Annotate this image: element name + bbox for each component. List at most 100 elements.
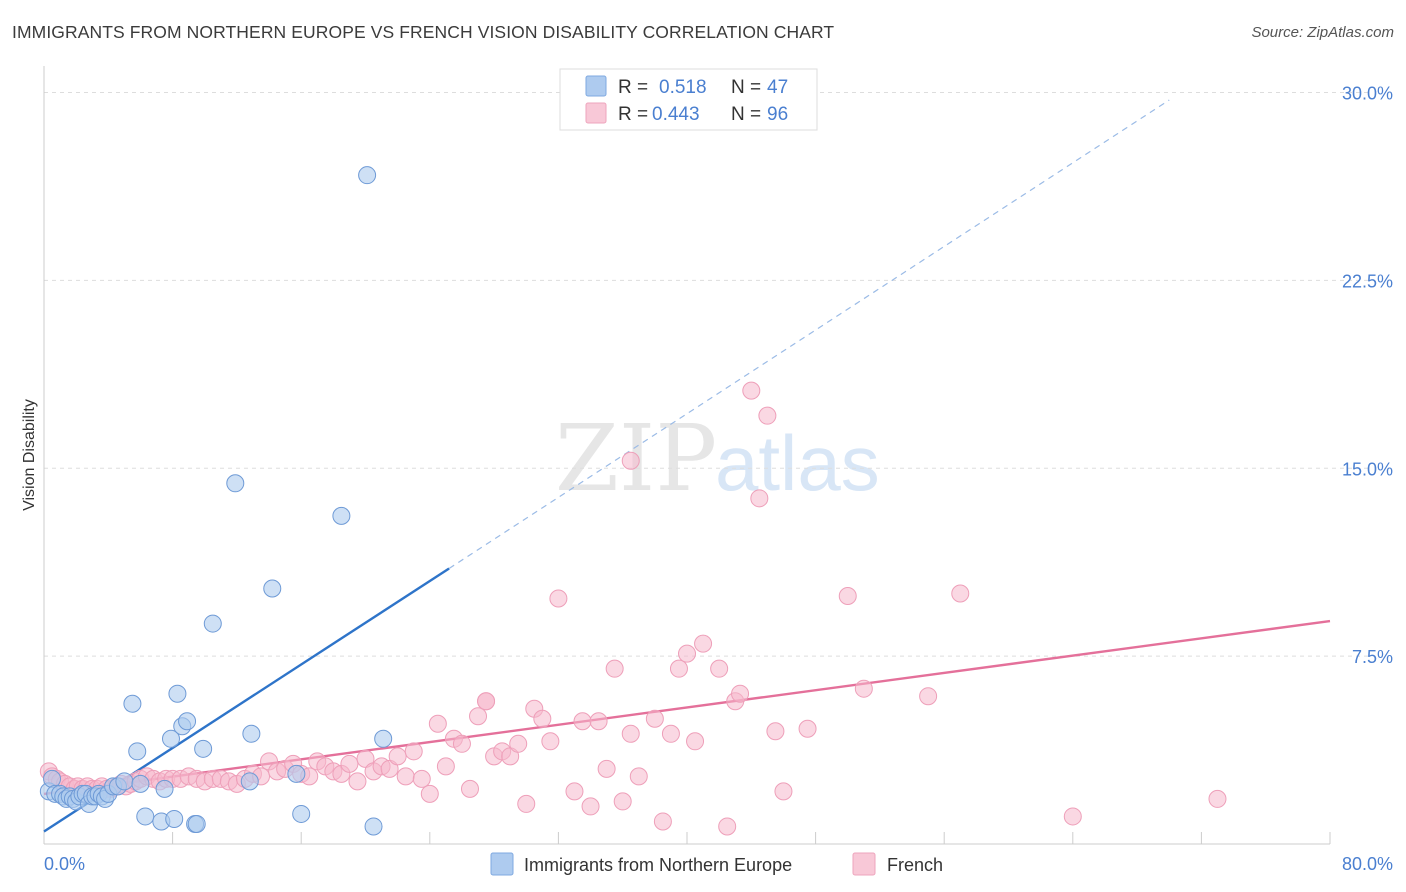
french-point: [589, 712, 608, 731]
french-point: [452, 734, 471, 753]
series-swatch-pink: [852, 852, 876, 876]
y-axis-label: Vision Disability: [21, 399, 38, 511]
immigrants-point: [128, 742, 147, 761]
french-trend-line: [43, 619, 1331, 796]
legend-swatch-pink: [585, 102, 607, 124]
stats-legend: R = 0.518 N = 47 R = 0.443 N = 96: [559, 68, 818, 131]
french-point: [694, 634, 713, 653]
french-point: [573, 712, 592, 731]
french-point: [517, 794, 536, 813]
legend-swatch-blue: [585, 75, 607, 97]
french-point: [1063, 807, 1082, 826]
french-point: [718, 817, 737, 836]
legend-n-label-1: N =: [731, 77, 761, 98]
french-point: [742, 381, 761, 400]
series-label-immigrants: Immigrants from Northern Europe: [524, 855, 792, 875]
french-point: [469, 707, 488, 726]
immigrants-point: [242, 724, 261, 743]
immigrants-point: [161, 729, 180, 748]
tick-labels: 7.5% 15.0% 22.5% 30.0% 0.0% 80.0%: [44, 84, 1393, 874]
french-point: [919, 687, 938, 706]
immigrants-point: [165, 809, 184, 828]
french-point: [669, 659, 688, 678]
immigrants-point: [43, 769, 62, 788]
french-point: [838, 587, 857, 606]
immigrants-point: [131, 774, 150, 793]
french-point: [731, 684, 750, 703]
immigrants-point: [123, 694, 142, 713]
french-point: [710, 659, 729, 678]
french-point: [686, 732, 705, 751]
french-point: [750, 489, 769, 508]
french-point: [621, 451, 640, 470]
x-tick-label-min: 0.0%: [44, 854, 85, 874]
french-point: [412, 769, 431, 788]
legend-n-value-1: 47: [767, 77, 788, 98]
french-point: [460, 779, 479, 798]
immigrants-points: [39, 166, 393, 836]
immigrants-point: [136, 807, 155, 826]
legend-r-label-1: R =: [618, 77, 648, 98]
french-point: [766, 722, 785, 741]
french-point: [678, 644, 696, 663]
french-point: [388, 747, 407, 766]
french-point: [581, 797, 600, 816]
immigrants-point: [194, 739, 213, 758]
french-point: [629, 767, 648, 786]
chart-title: IMMIGRANTS FROM NORTHERN EUROPE VS FRENC…: [12, 22, 835, 42]
series-swatch-blue: [490, 852, 514, 876]
legend-n-value-2: 96: [767, 104, 788, 125]
immigrants-point: [332, 506, 351, 525]
french-point: [348, 772, 367, 791]
french-point: [477, 692, 496, 711]
french-point: [420, 784, 439, 803]
immigrants-point: [240, 772, 259, 791]
french-point: [605, 659, 624, 678]
immigrants-point: [287, 764, 306, 783]
french-point: [1208, 789, 1227, 808]
french-point: [541, 732, 560, 751]
french-point: [509, 734, 528, 753]
immigrants-trend-extension: [448, 99, 1170, 569]
french-point: [798, 719, 817, 738]
french-point: [613, 792, 632, 811]
legend-r-value-2: 0.443: [652, 104, 700, 125]
immigrants-point: [374, 729, 393, 748]
x-tick-label-max: 80.0%: [1342, 854, 1393, 874]
y-tick-label: 30.0%: [1342, 84, 1393, 104]
immigrants-point: [358, 166, 377, 185]
french-point: [758, 406, 777, 425]
source-label: Source: ZipAtlas.com: [1251, 24, 1394, 41]
immigrants-point: [364, 817, 383, 836]
immigrants-point: [263, 579, 282, 598]
french-point: [621, 724, 640, 743]
legend-n-label-2: N =: [731, 104, 761, 125]
french-point: [565, 782, 584, 801]
series-legend: Immigrants from Northern Europe French: [490, 852, 943, 876]
french-point: [396, 767, 415, 786]
series-label-french: French: [887, 855, 943, 875]
y-tick-label: 15.0%: [1342, 459, 1393, 479]
axes: [43, 66, 1331, 845]
y-tick-label: 7.5%: [1352, 647, 1393, 667]
immigrants-point: [155, 779, 174, 798]
french-point: [428, 714, 447, 733]
french-point: [661, 724, 680, 743]
french-point: [340, 754, 359, 773]
french-point: [645, 709, 664, 728]
immigrants-point: [187, 814, 206, 833]
legend-r-value-1: 0.518: [659, 77, 707, 98]
french-point: [774, 782, 793, 801]
french-point: [436, 757, 455, 776]
french-point: [653, 812, 672, 831]
immigrants-point: [168, 684, 187, 703]
immigrants-point: [178, 712, 197, 731]
legend-r-label-2: R =: [618, 104, 648, 125]
french-point: [597, 759, 616, 778]
french-point: [533, 709, 552, 728]
french-point: [404, 742, 423, 761]
french-point: [549, 589, 568, 608]
y-tick-label: 22.5%: [1342, 271, 1393, 291]
watermark-atlas: atlas: [715, 419, 880, 507]
